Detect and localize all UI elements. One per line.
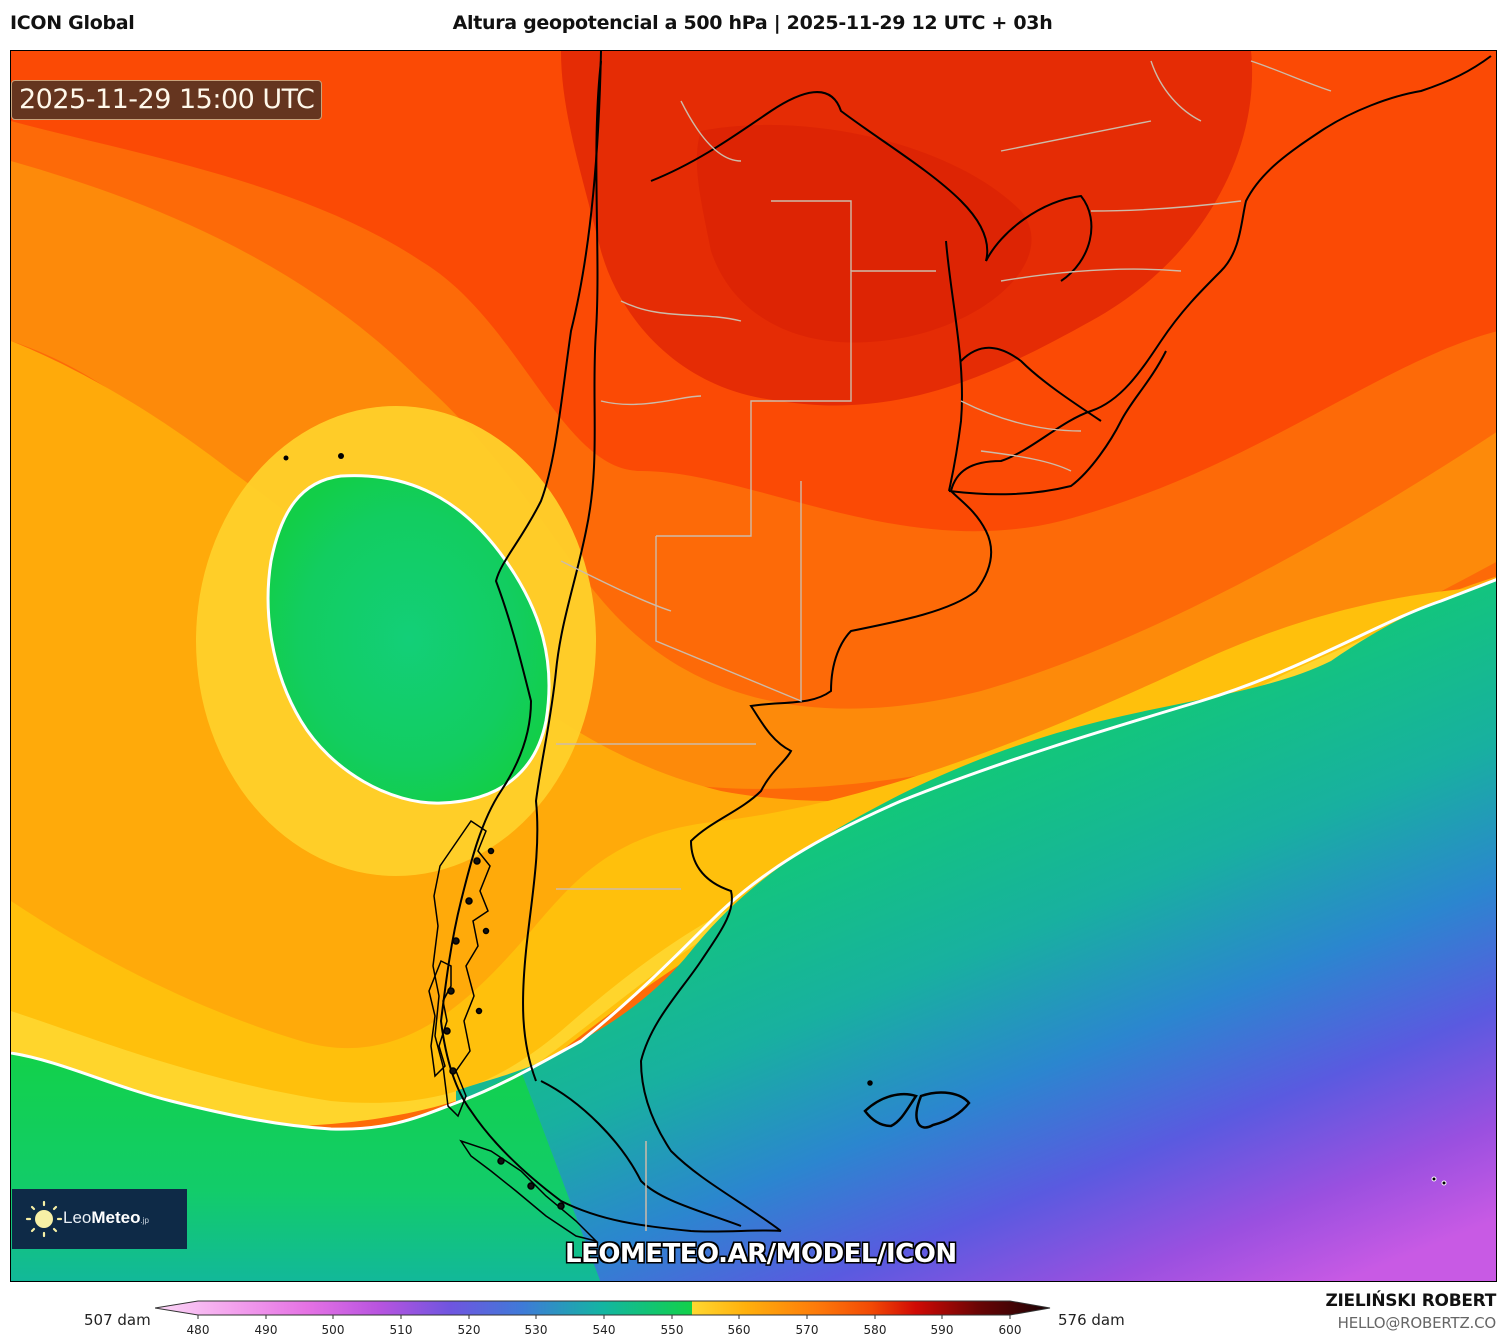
valid-time-badge: 2025-11-29 15:00 UTC [11,80,323,120]
colorbar [155,1300,1051,1319]
sun-icon [25,1200,63,1238]
colorbar-tick: 570 [795,1323,819,1337]
coastlines [439,51,1492,1233]
colorbar-tick: 580 [863,1323,887,1337]
colorbar-tick: 500 [321,1323,345,1337]
colorbar-tick: 480 [186,1323,210,1337]
geopotential-field [11,51,1496,1281]
colorbar-tick: 530 [524,1323,548,1337]
southern-chile-islands [428,819,599,1243]
leometeo-logo[interactable]: LeoMeteo.jp [12,1189,187,1249]
falkland-islands [863,1080,971,1129]
author-credit: ZIELIŃSKI ROBERT [1325,1291,1496,1311]
field-min-label: 507 dam [84,1311,151,1329]
map-panel[interactable]: 2025-11-29 15:00 UTC LeoMeteo.jp LEOMETE… [10,50,1497,1282]
colorbar-tick: 600 [998,1323,1022,1337]
source-watermark: LEOMETEO.AR/MODEL/ICON [565,1239,957,1269]
field-max-label: 576 dam [1058,1311,1125,1329]
model-name: ICON Global [10,12,135,34]
chart-title: Altura geopotencial a 500 hPa | 2025-11-… [452,12,1053,34]
colorbar-tick: 520 [457,1323,481,1337]
logo-wordmark: LeoMeteo.jp [63,1208,149,1227]
colorbar-tick: 550 [660,1323,684,1337]
colorbar-tick: 540 [592,1323,616,1337]
author-email[interactable]: HELLO@ROBERTZ.CO [1337,1314,1497,1332]
colorbar-tick: 490 [254,1323,278,1337]
colorbar-tick: 510 [389,1323,413,1337]
admin-borders [556,60,1332,890]
colorbar-tick: 560 [727,1323,751,1337]
colorbar-tick: 590 [930,1323,954,1337]
